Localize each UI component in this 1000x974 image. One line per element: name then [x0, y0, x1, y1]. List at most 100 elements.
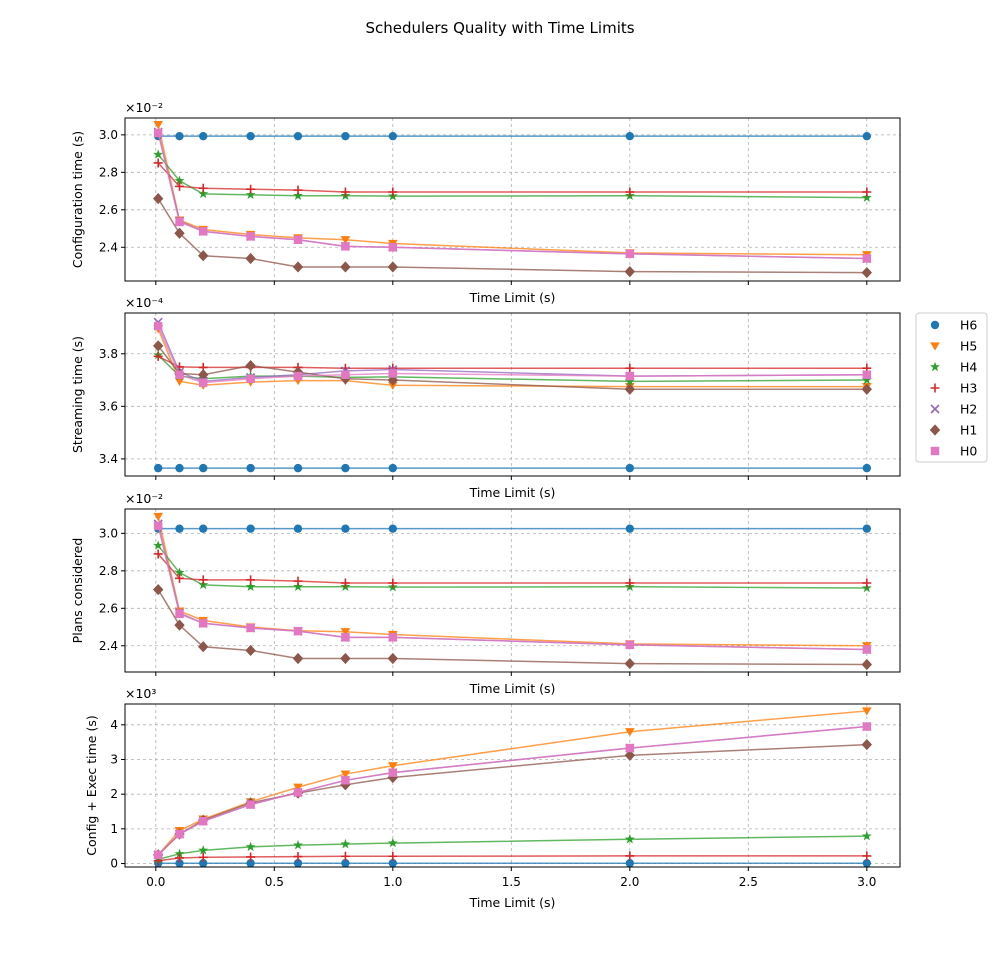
data-point: [862, 722, 872, 731]
data-point: [625, 187, 635, 197]
data-point: [340, 261, 351, 273]
y-tick-label: 2.6: [99, 203, 118, 217]
data-point: [245, 189, 256, 200]
y-tick-label: 3.4: [99, 452, 118, 466]
data-point: [293, 190, 303, 200]
y-tick-label: 2.8: [99, 564, 118, 578]
legend-label: H6: [960, 318, 977, 333]
data-point: [293, 858, 303, 868]
data-point: [388, 858, 398, 868]
data-point: [199, 817, 208, 826]
series-H1: [152, 192, 873, 279]
data-point: [175, 573, 185, 583]
y-tick-label: 4: [110, 718, 118, 732]
data-point: [387, 837, 398, 848]
data-point: [340, 236, 351, 245]
data-point: [293, 131, 303, 141]
series-line: [157, 162, 867, 193]
data-point: [388, 131, 398, 141]
legend-label: H3: [960, 381, 977, 396]
data-point: [293, 581, 303, 591]
data-point: [246, 623, 255, 633]
data-point: [198, 641, 209, 653]
data-point: [862, 370, 872, 379]
data-point: [341, 131, 350, 141]
data-point: [625, 578, 635, 588]
legend-marker: [930, 361, 940, 372]
data-point: [341, 463, 350, 473]
data-point: [175, 609, 184, 619]
data-point: [245, 644, 256, 657]
data-point: [175, 370, 184, 379]
data-point: [388, 768, 398, 777]
data-point: [198, 852, 208, 862]
series-H1: [152, 738, 873, 861]
series-H4: [153, 149, 872, 202]
axis-offset-label: ×10³: [125, 686, 156, 701]
data-point: [293, 371, 303, 381]
data-point: [624, 749, 636, 761]
x-axis-label: Time Limit (s): [469, 895, 556, 910]
data-point: [198, 845, 209, 855]
data-point: [246, 800, 255, 809]
series-line: [157, 710, 867, 856]
data-point: [175, 829, 184, 839]
y-tick-label: 2.4: [99, 240, 118, 254]
data-point: [153, 463, 163, 473]
data-point: [861, 738, 873, 751]
legend-entry: H3: [930, 381, 977, 396]
data-point: [340, 770, 351, 779]
data-point: [861, 658, 873, 671]
data-point: [293, 626, 303, 636]
data-point: [199, 524, 208, 533]
data-point: [153, 149, 164, 159]
x-tick-label: 2.0: [620, 875, 639, 889]
series-H0: [153, 321, 872, 387]
data-point: [388, 369, 398, 378]
data-point: [293, 839, 303, 850]
data-point: [625, 743, 635, 753]
data-point: [198, 369, 209, 381]
data-point: [198, 183, 208, 193]
y-tick-label: 3.0: [99, 526, 118, 540]
data-point: [861, 192, 872, 202]
series-line: [158, 855, 867, 862]
y-tick-label: 3.6: [99, 399, 118, 413]
x-axis-label: Time Limit (s): [469, 681, 556, 696]
y-tick-label: 2.8: [99, 165, 118, 179]
legend-label: H0: [960, 444, 977, 459]
data-point: [387, 261, 399, 273]
data-point: [862, 463, 872, 473]
data-point: [862, 524, 872, 533]
figure-title: Schedulers Quality with Time Limits: [365, 19, 634, 37]
data-point: [625, 463, 635, 473]
data-point: [625, 131, 635, 141]
series-line: [157, 355, 867, 369]
data-point: [174, 619, 185, 631]
data-point: [246, 131, 255, 141]
y-axis-label: Config + Exec time (s): [84, 715, 99, 855]
legend-label: H4: [960, 360, 977, 375]
legend-entry: H2: [930, 402, 977, 417]
data-point: [153, 540, 164, 550]
data-point: [293, 235, 303, 244]
data-point: [624, 266, 636, 278]
data-point: [152, 583, 164, 596]
legend-marker: [930, 446, 940, 456]
data-point: [175, 131, 184, 141]
data-point: [153, 351, 163, 361]
data-point: [388, 187, 398, 197]
data-point: [175, 463, 184, 473]
data-point: [388, 851, 398, 861]
data-point: [153, 158, 163, 168]
data-point: [199, 619, 208, 628]
y-tick-label: 3.0: [99, 128, 118, 142]
data-point: [246, 184, 256, 194]
series-H6: [153, 463, 872, 473]
series-H5: [153, 707, 872, 860]
data-point: [625, 858, 635, 868]
data-point: [175, 217, 184, 227]
data-point: [245, 359, 256, 372]
data-point: [153, 321, 163, 331]
data-point: [175, 858, 184, 868]
